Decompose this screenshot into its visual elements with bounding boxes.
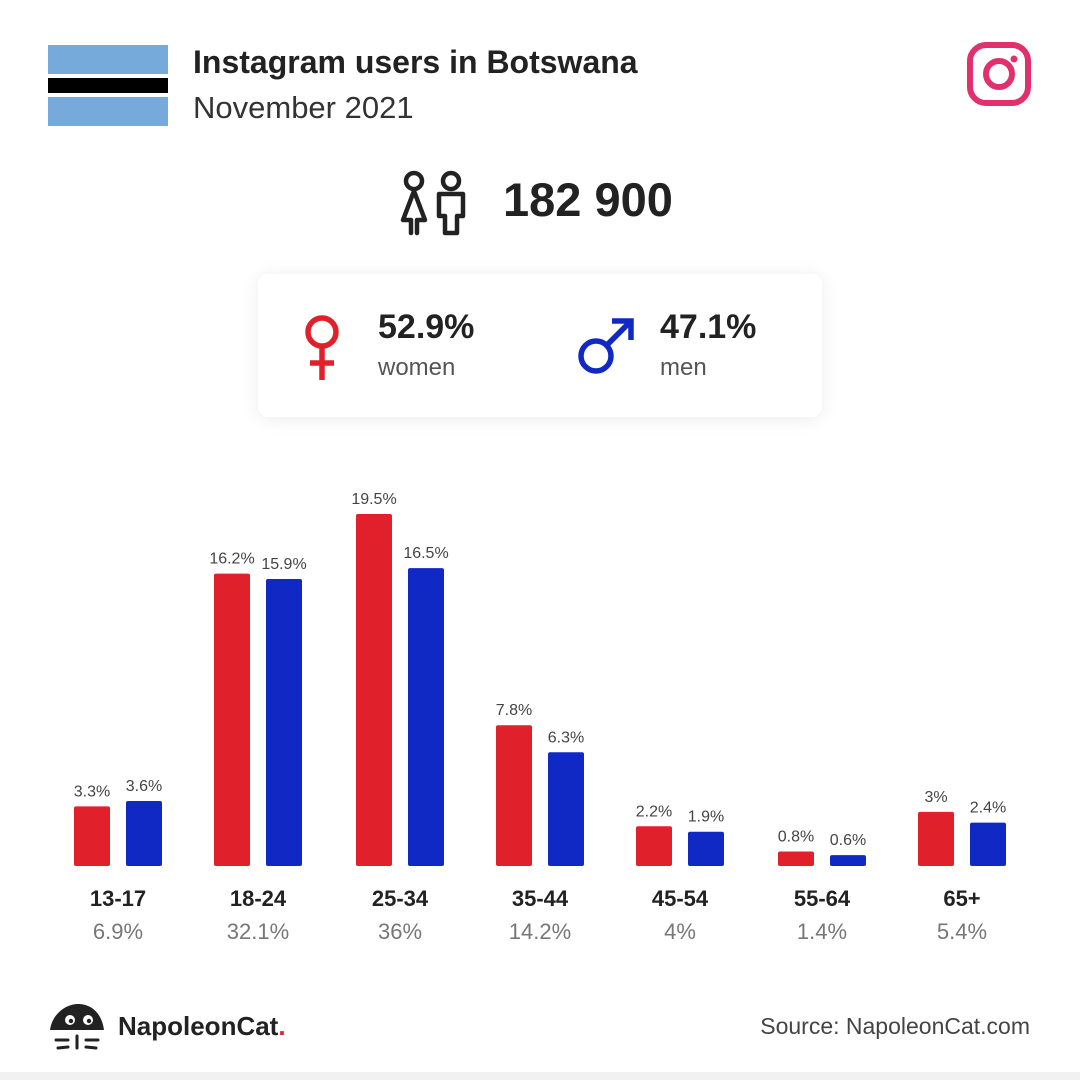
brand-dot: .	[278, 1011, 286, 1041]
gender-split-card: 52.9% women 47.1% men	[258, 274, 822, 417]
age-gender-bar-chart: 3.3% 3.6% 13-17 6.9% 16.2% 15.9% 18-24 32.1% 19.…	[74, 491, 1006, 944]
data-label-men-13-17: 3.6%	[126, 778, 162, 795]
male-symbol-icon	[578, 318, 634, 374]
brand-name: NapoleonCat.	[118, 1011, 286, 1041]
bar-men-65+	[970, 822, 1006, 866]
bar-women-45-54	[636, 826, 672, 866]
botswana-flag-icon	[48, 45, 168, 126]
category-total-65+: 5.4%	[937, 919, 987, 944]
people-icon	[400, 170, 466, 236]
bar-women-13-17	[74, 806, 110, 866]
bar-women-55-64	[778, 851, 814, 866]
bar-men-45-54	[688, 831, 724, 866]
category-label-25-34: 25-34	[372, 886, 429, 911]
data-label-women-13-17: 3.3%	[74, 783, 110, 800]
data-label-men-65+: 2.4%	[970, 800, 1006, 817]
men-percentage: 47.1%	[660, 308, 757, 346]
category-label-65+: 65+	[943, 886, 980, 911]
bar-men-25-34	[408, 568, 444, 866]
data-label-women-35-44: 7.8%	[496, 702, 532, 719]
category-total-13-17: 6.9%	[93, 919, 143, 944]
bar-women-35-44	[496, 725, 532, 866]
data-label-men-35-44: 6.3%	[548, 729, 584, 746]
category-total-45-54: 4%	[664, 919, 696, 944]
bar-men-18-24	[266, 578, 302, 866]
page-subtitle: November 2021	[193, 90, 414, 125]
data-label-women-55-64: 0.8%	[778, 829, 814, 846]
category-total-25-34: 36%	[378, 919, 422, 944]
men-label: men	[660, 354, 707, 381]
page-title: Instagram users in Botswana	[193, 44, 638, 80]
data-label-women-65+: 3%	[924, 789, 947, 806]
data-label-men-25-34: 16.5%	[403, 545, 448, 562]
data-label-men-55-64: 0.6%	[830, 832, 866, 849]
bar-men-13-17	[126, 801, 162, 866]
bar-women-25-34	[356, 514, 392, 866]
total-users-value: 182 900	[503, 173, 673, 226]
category-label-18-24: 18-24	[230, 886, 287, 911]
data-label-women-25-34: 19.5%	[351, 491, 396, 508]
women-percentage: 52.9%	[378, 308, 475, 346]
category-label-13-17: 13-17	[90, 886, 146, 911]
bottom-divider	[0, 1072, 1080, 1080]
bar-men-55-64	[830, 855, 866, 866]
bar-women-18-24	[214, 573, 250, 866]
category-total-55-64: 1.4%	[797, 919, 847, 944]
category-label-55-64: 55-64	[794, 886, 851, 911]
data-label-women-18-24: 16.2%	[209, 551, 254, 568]
bar-men-35-44	[548, 752, 584, 866]
bar-women-65+	[918, 811, 954, 866]
napoleoncat-logo-icon	[50, 1004, 104, 1050]
category-label-45-54: 45-54	[652, 886, 709, 911]
data-label-women-45-54: 2.2%	[636, 803, 672, 820]
data-label-men-45-54: 1.9%	[688, 809, 724, 826]
category-total-18-24: 32.1%	[227, 919, 289, 944]
data-label-men-18-24: 15.9%	[261, 556, 306, 573]
category-label-35-44: 35-44	[512, 886, 569, 911]
instagram-icon	[967, 42, 1031, 106]
women-label: women	[378, 354, 456, 381]
female-symbol-icon	[305, 315, 339, 380]
category-total-35-44: 14.2%	[509, 919, 571, 944]
source-credit: Source: NapoleonCat.com	[760, 1013, 1030, 1039]
